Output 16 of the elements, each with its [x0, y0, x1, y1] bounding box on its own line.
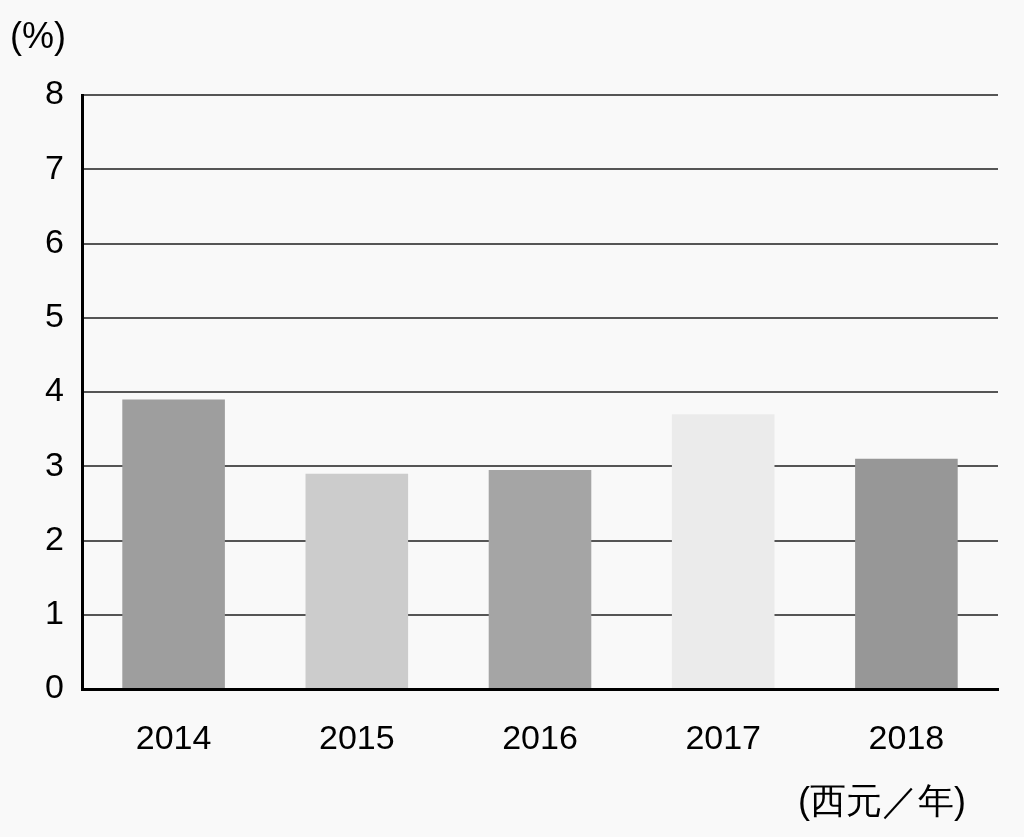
y-tick-label: 4	[45, 370, 64, 409]
x-tick-label: 2015	[318, 717, 395, 756]
x-tick-label: 2014	[135, 717, 212, 756]
y-tick-label: 5	[45, 296, 64, 335]
x-tick-label: 2018	[868, 717, 945, 756]
y-tick-label: 0	[45, 667, 64, 706]
y-tick-label: 3	[45, 444, 64, 483]
x-axis-title: (西元／年)	[798, 779, 966, 821]
y-tick-label: 2	[45, 518, 64, 557]
x-tick-label: 2016	[502, 717, 578, 756]
y-tick-label: 8	[45, 73, 64, 112]
y-axis-title: (%)	[10, 14, 66, 56]
x-tick-label: 2017	[685, 717, 762, 756]
y-tick-label: 7	[45, 147, 64, 186]
y-tick-label: 1	[45, 593, 64, 632]
y-tick-label: 6	[45, 221, 64, 260]
